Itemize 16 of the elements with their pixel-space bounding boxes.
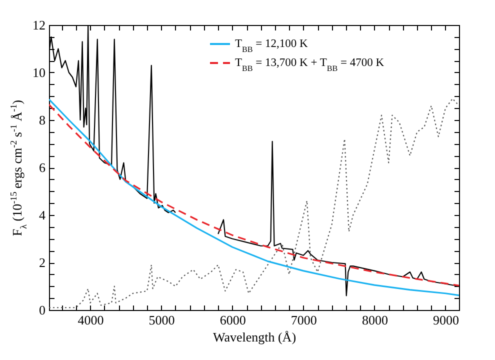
x-tick-label: 6000 [220, 312, 246, 328]
y-tick-label: 10 [32, 65, 46, 80]
y-tick-label: 2 [39, 255, 46, 270]
x-tick-label: 4000 [78, 312, 104, 328]
y-tick-label: 6 [39, 160, 46, 175]
x-tick-label: 9000 [433, 312, 459, 328]
x-axis-title: Wavelength (Å) [212, 330, 296, 344]
legend-label: T$_{BB}$ = 13,700 K + T$_{BB}$ = 4700 K [235, 57, 385, 72]
x-tick-label: 7000 [290, 312, 317, 328]
y-tick-label: 0 [39, 302, 46, 318]
y-tick-label: 4 [39, 208, 46, 222]
x-tick-label: 8000 [362, 312, 388, 328]
y-tick-label: 8 [39, 112, 46, 128]
legend-label: T$_{BB}$ = 12,100 K [235, 38, 309, 54]
y-tick-label: 12 [32, 18, 46, 32]
x-tick-label: 5000 [148, 312, 175, 328]
